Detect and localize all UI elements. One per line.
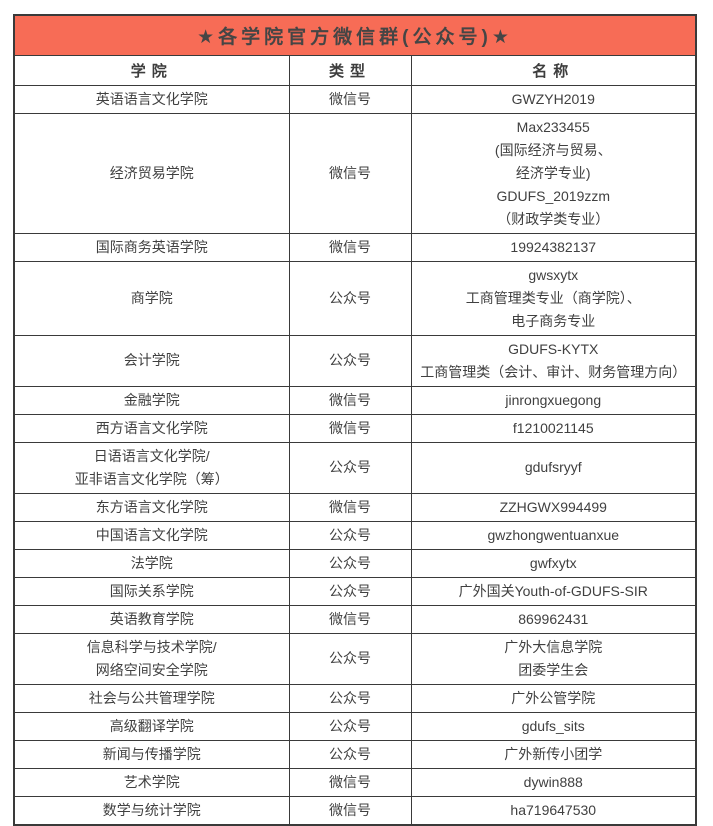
name-cell: 广外新传小团学	[410, 739, 697, 769]
name-cell: f1210021145	[410, 413, 697, 443]
table-row: 社会与公共管理学院 公众号 广外公管学院	[13, 683, 697, 713]
wechat-groups-table: ★各学院官方微信群(公众号)★ 学院 类型 名称 英语语言文化学院 微信号 GW…	[13, 14, 697, 826]
type-cell: 微信号	[288, 84, 412, 114]
table-row: 新闻与传播学院 公众号 广外新传小团学	[13, 739, 697, 769]
name-cell: gwzhongwentuanxue	[410, 520, 697, 550]
name-cell: 869962431	[410, 604, 697, 634]
column-header-name: 名称	[410, 54, 697, 86]
column-header-college: 学院	[13, 54, 290, 86]
name-cell: gdufs_sits	[410, 711, 697, 741]
table-row: 东方语言文化学院 微信号 ZZHGWX994499	[13, 492, 697, 522]
table-row: 数学与统计学院 微信号 ha719647530	[13, 795, 697, 825]
table-row: 英语语言文化学院 微信号 GWZYH2019	[13, 84, 697, 114]
college-cell: 艺术学院	[13, 767, 290, 797]
table-row: 信息科学与技术学院/ 网络空间安全学院 公众号 广外大信息学院 团委学生会	[13, 632, 697, 685]
name-cell: 广外公管学院	[410, 683, 697, 713]
table-row: 日语语言文化学院/ 亚非语言文化学院（筹） 公众号 gdufsryyf	[13, 441, 697, 494]
name-cell: GDUFS-KYTX 工商管理类（会计、审计、财务管理方向）	[410, 334, 697, 387]
name-cell: gdufsryyf	[410, 441, 697, 494]
name-cell: Max233455 (国际经济与贸易、 经济学专业) GDUFS_2019zzm…	[410, 112, 697, 234]
college-cell: 中国语言文化学院	[13, 520, 290, 550]
type-cell: 公众号	[288, 334, 412, 387]
table-row: 商学院 公众号 gwsxytx 工商管理类专业（商学院）、 电子商务专业	[13, 260, 697, 336]
type-cell: 微信号	[288, 385, 412, 415]
type-cell: 微信号	[288, 492, 412, 522]
college-cell: 国际商务英语学院	[13, 232, 290, 262]
college-cell: 高级翻译学院	[13, 711, 290, 741]
type-cell: 公众号	[288, 739, 412, 769]
college-cell: 社会与公共管理学院	[13, 683, 290, 713]
type-cell: 微信号	[288, 112, 412, 234]
table-row: 中国语言文化学院 公众号 gwzhongwentuanxue	[13, 520, 697, 550]
type-cell: 微信号	[288, 795, 412, 825]
name-cell: 19924382137	[410, 232, 697, 262]
type-cell: 微信号	[288, 604, 412, 634]
college-cell: 法学院	[13, 548, 290, 578]
college-cell: 金融学院	[13, 385, 290, 415]
name-cell: gwsxytx 工商管理类专业（商学院）、 电子商务专业	[410, 260, 697, 336]
college-cell: 会计学院	[13, 334, 290, 387]
type-cell: 公众号	[288, 711, 412, 741]
college-cell: 日语语言文化学院/ 亚非语言文化学院（筹）	[13, 441, 290, 494]
type-cell: 微信号	[288, 767, 412, 797]
type-cell: 微信号	[288, 232, 412, 262]
name-cell: ZZHGWX994499	[410, 492, 697, 522]
type-cell: 公众号	[288, 683, 412, 713]
type-cell: 公众号	[288, 548, 412, 578]
college-cell: 英语语言文化学院	[13, 84, 290, 114]
table-row: 国际关系学院 公众号 广外国关Youth-of-GDUFS-SIR	[13, 576, 697, 606]
column-header-type: 类型	[288, 54, 412, 86]
table-row: 经济贸易学院 微信号 Max233455 (国际经济与贸易、 经济学专业) GD…	[13, 112, 697, 234]
name-cell: gwfxytx	[410, 548, 697, 578]
page-title: ★各学院官方微信群(公众号)★	[13, 14, 697, 56]
table-row: 国际商务英语学院 微信号 19924382137	[13, 232, 697, 262]
type-cell: 公众号	[288, 576, 412, 606]
name-cell: ha719647530	[410, 795, 697, 825]
name-cell: dywin888	[410, 767, 697, 797]
type-cell: 公众号	[288, 520, 412, 550]
college-cell: 经济贸易学院	[13, 112, 290, 234]
table-row: 艺术学院 微信号 dywin888	[13, 767, 697, 797]
name-cell: jinrongxuegong	[410, 385, 697, 415]
name-cell: 广外国关Youth-of-GDUFS-SIR	[410, 576, 697, 606]
table-row: 会计学院 公众号 GDUFS-KYTX 工商管理类（会计、审计、财务管理方向）	[13, 334, 697, 387]
table-header-row: 学院 类型 名称	[13, 54, 697, 86]
college-cell: 数学与统计学院	[13, 795, 290, 825]
table-row: 法学院 公众号 gwfxytx	[13, 548, 697, 578]
college-cell: 商学院	[13, 260, 290, 336]
college-cell: 东方语言文化学院	[13, 492, 290, 522]
type-cell: 公众号	[288, 441, 412, 494]
type-cell: 微信号	[288, 413, 412, 443]
type-cell: 公众号	[288, 260, 412, 336]
college-cell: 英语教育学院	[13, 604, 290, 634]
type-cell: 公众号	[288, 632, 412, 685]
table-row: 高级翻译学院 公众号 gdufs_sits	[13, 711, 697, 741]
college-cell: 信息科学与技术学院/ 网络空间安全学院	[13, 632, 290, 685]
table-row: 英语教育学院 微信号 869962431	[13, 604, 697, 634]
table-row: 金融学院 微信号 jinrongxuegong	[13, 385, 697, 415]
name-cell: GWZYH2019	[410, 84, 697, 114]
college-cell: 西方语言文化学院	[13, 413, 290, 443]
name-cell: 广外大信息学院 团委学生会	[410, 632, 697, 685]
college-cell: 国际关系学院	[13, 576, 290, 606]
college-cell: 新闻与传播学院	[13, 739, 290, 769]
table-row: 西方语言文化学院 微信号 f1210021145	[13, 413, 697, 443]
title-banner: ★各学院官方微信群(公众号)★	[13, 14, 697, 56]
